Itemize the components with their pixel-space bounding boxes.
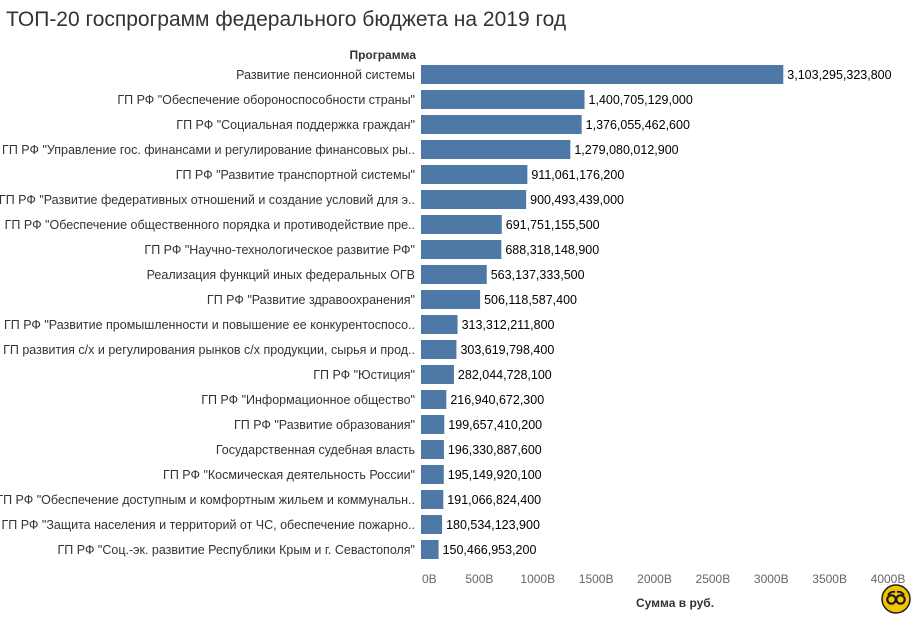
bar[interactable] bbox=[421, 365, 454, 384]
bar[interactable] bbox=[421, 65, 784, 84]
bar[interactable] bbox=[421, 265, 487, 284]
value-label: 216,940,672,300 bbox=[450, 393, 544, 407]
bar[interactable] bbox=[421, 90, 585, 109]
bar[interactable] bbox=[421, 440, 444, 459]
x-tick-label: 3000B bbox=[754, 572, 789, 586]
bar[interactable] bbox=[421, 340, 457, 359]
value-label: 3,103,295,323,800 bbox=[787, 68, 891, 82]
category-label: ГП РФ "Информационное общество" bbox=[201, 393, 415, 407]
x-tick-label: 2000B bbox=[637, 572, 672, 586]
value-label: 196,330,887,600 bbox=[448, 443, 542, 457]
category-label: ГП РФ "Юстиция" bbox=[313, 368, 415, 382]
logo-icon bbox=[881, 584, 911, 614]
category-header: Программа bbox=[349, 48, 416, 62]
value-label: 911,061,176,200 bbox=[531, 168, 624, 182]
bar[interactable] bbox=[421, 490, 444, 509]
value-label: 1,376,055,462,600 bbox=[586, 118, 690, 132]
bars-group: Развитие пенсионной системы 3,103,295,323… bbox=[0, 65, 892, 559]
bar[interactable] bbox=[421, 390, 447, 409]
category-label: ГП РФ "Космическая деятельность России" bbox=[163, 468, 415, 482]
category-label: Реализация функций иных федеральных ОГВ bbox=[147, 268, 415, 282]
x-tick-label: 500B bbox=[465, 572, 493, 586]
bar[interactable] bbox=[421, 140, 571, 159]
x-tick-label: 1500B bbox=[579, 572, 614, 586]
x-tick-label: 1000B bbox=[520, 572, 555, 586]
category-label: ГП РФ "Защита населения и территорий от … bbox=[1, 518, 415, 532]
bar[interactable] bbox=[421, 165, 528, 184]
category-label: Развитие пенсионной системы bbox=[236, 68, 415, 82]
x-axis: 0B 500B 1000B 1500B 2000B 2500B 3000B 3500B 4000… bbox=[422, 572, 905, 586]
bar[interactable] bbox=[421, 215, 502, 234]
bar[interactable] bbox=[421, 115, 582, 134]
category-label: ГП РФ "Развитие образования" bbox=[234, 418, 415, 432]
category-label: ГП РФ "Управление гос. финансами и регул… bbox=[2, 143, 415, 157]
x-tick-label: 3500B bbox=[812, 572, 847, 586]
x-axis-title: Сумма в руб. bbox=[636, 596, 714, 610]
x-tick-label: 4000B bbox=[871, 572, 906, 586]
category-label: ГП РФ "Развитие здравоохранения" bbox=[207, 293, 415, 307]
bar[interactable] bbox=[421, 415, 445, 434]
value-label: 303,619,798,400 bbox=[460, 343, 554, 357]
bar[interactable] bbox=[421, 240, 502, 259]
value-label: 1,279,080,012,900 bbox=[574, 143, 678, 157]
value-label: 506,118,587,400 bbox=[484, 293, 577, 307]
category-label: ГП РФ "Развитие транспортной системы" bbox=[176, 168, 415, 182]
value-label: 195,149,920,100 bbox=[448, 468, 542, 482]
value-label: 563,137,333,500 bbox=[491, 268, 585, 282]
bar[interactable] bbox=[421, 515, 443, 534]
category-label: ГП РФ "Обеспечение доступным и комфортны… bbox=[0, 493, 415, 507]
value-label: 191,066,824,400 bbox=[447, 493, 541, 507]
category-label: ГП РФ "Обеспечение обороноспособности ст… bbox=[117, 93, 415, 107]
value-label: 900,493,439,000 bbox=[530, 193, 624, 207]
category-label: ГП РФ "Развитие промышленности и повышен… bbox=[4, 318, 415, 332]
value-label: 1,400,705,129,000 bbox=[589, 93, 693, 107]
category-label: ГП РФ "Обеспечение общественного порядка… bbox=[5, 218, 415, 232]
value-label: 282,044,728,100 bbox=[458, 368, 552, 382]
value-label: 199,657,410,200 bbox=[448, 418, 542, 432]
value-label: 688,318,148,900 bbox=[505, 243, 599, 257]
value-label: 313,312,211,800 bbox=[462, 318, 555, 332]
bar[interactable] bbox=[421, 465, 444, 484]
category-label: ГП развития с/х и регулирования рынков с… bbox=[3, 343, 415, 357]
bar[interactable] bbox=[421, 315, 458, 334]
x-tick-label: 0B bbox=[422, 572, 437, 586]
category-label: Государственная судебная власть bbox=[216, 443, 415, 457]
category-label: ГП РФ "Соц.-эк. развитие Республики Крым… bbox=[58, 543, 415, 557]
category-label: ГП РФ "Развитие федеративных отношений и… bbox=[0, 193, 415, 207]
chart-title: ТОП-20 госпрограмм федерального бюджета … bbox=[6, 8, 567, 31]
category-label: ГП РФ "Социальная поддержка граждан" bbox=[176, 118, 415, 132]
bar[interactable] bbox=[421, 290, 481, 309]
category-label: ГП РФ "Научно-технологическое развитие Р… bbox=[144, 243, 415, 257]
value-label: 150,466,953,200 bbox=[443, 543, 537, 557]
bar[interactable] bbox=[421, 190, 527, 209]
value-label: 691,751,155,500 bbox=[506, 218, 600, 232]
x-tick-label: 2500B bbox=[696, 572, 731, 586]
value-label: 180,534,123,900 bbox=[446, 518, 540, 532]
bar[interactable] bbox=[421, 540, 439, 559]
